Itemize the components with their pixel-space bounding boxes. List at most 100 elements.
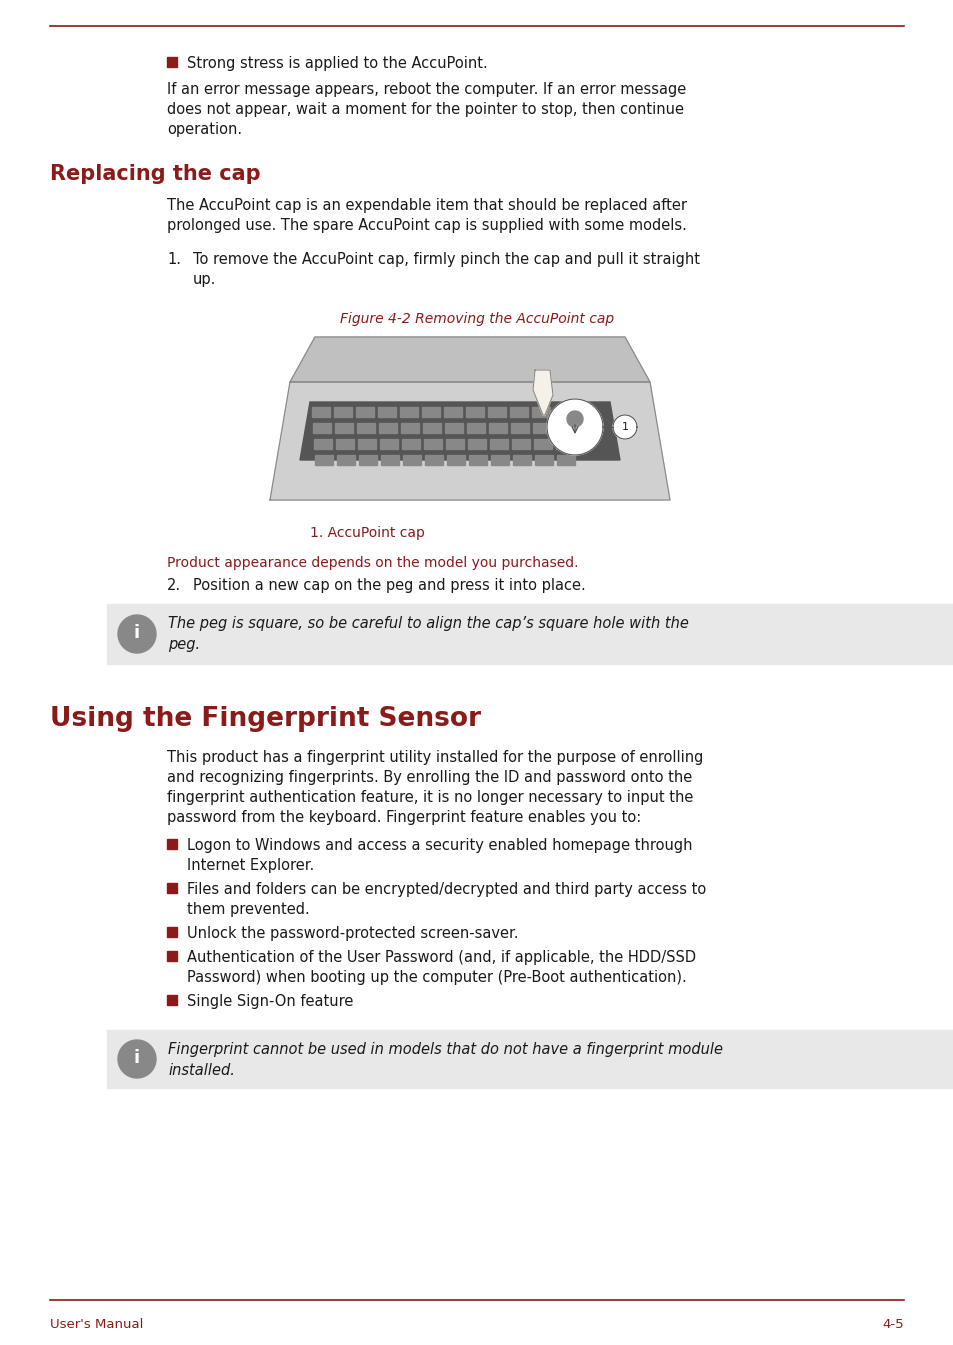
Bar: [532, 408, 550, 417]
Text: i: i: [133, 624, 140, 642]
Text: 1. AccuPoint cap: 1. AccuPoint cap: [310, 526, 424, 539]
Bar: [443, 408, 461, 417]
Text: The AccuPoint cap is an expendable item that should be replaced after: The AccuPoint cap is an expendable item …: [167, 198, 686, 213]
Polygon shape: [270, 382, 669, 500]
Bar: [399, 408, 417, 417]
Polygon shape: [118, 1040, 156, 1077]
Text: Replacing the cap: Replacing the cap: [50, 164, 260, 184]
Text: password from the keyboard. Fingerprint feature enables you to:: password from the keyboard. Fingerprint …: [167, 810, 640, 824]
Bar: [533, 422, 551, 433]
Bar: [107, 1030, 953, 1088]
Bar: [380, 455, 398, 465]
Text: This product has a fingerprint utility installed for the purpose of enrolling: This product has a fingerprint utility i…: [167, 751, 702, 765]
Text: i: i: [133, 1049, 140, 1067]
Bar: [313, 422, 331, 433]
Text: Password) when booting up the computer (Pre-Boot authentication).: Password) when booting up the computer (…: [187, 970, 686, 985]
Bar: [424, 455, 442, 465]
Bar: [467, 422, 484, 433]
Bar: [401, 438, 419, 449]
Polygon shape: [533, 370, 553, 416]
Text: fingerprint authentication feature, it is no longer necessary to input the: fingerprint authentication feature, it i…: [167, 790, 693, 806]
Text: peg.: peg.: [168, 638, 200, 652]
Polygon shape: [290, 338, 649, 382]
Text: up.: up.: [193, 272, 216, 286]
Text: Position a new cap on the peg and press it into place.: Position a new cap on the peg and press …: [193, 578, 585, 593]
Bar: [489, 422, 506, 433]
Bar: [490, 438, 507, 449]
Bar: [556, 438, 574, 449]
Text: Authentication of the User Password (and, if applicable, the HDD/SSD: Authentication of the User Password (and…: [187, 950, 696, 964]
Text: 2.: 2.: [167, 578, 181, 593]
Text: Logon to Windows and access a security enabled homepage through: Logon to Windows and access a security e…: [187, 838, 692, 853]
Text: them prevented.: them prevented.: [187, 902, 310, 917]
Text: Single Sign-On feature: Single Sign-On feature: [187, 994, 353, 1009]
Bar: [335, 438, 354, 449]
Bar: [377, 408, 395, 417]
Text: To remove the AccuPoint cap, firmly pinch the cap and pull it straight: To remove the AccuPoint cap, firmly pinc…: [193, 252, 700, 268]
Bar: [314, 438, 332, 449]
Bar: [423, 438, 441, 449]
Bar: [555, 422, 573, 433]
Polygon shape: [546, 399, 602, 455]
Text: If an error message appears, reboot the computer. If an error message: If an error message appears, reboot the …: [167, 82, 685, 97]
Bar: [167, 995, 177, 1005]
Text: Figure 4-2 Removing the AccuPoint cap: Figure 4-2 Removing the AccuPoint cap: [339, 312, 614, 325]
Polygon shape: [566, 412, 582, 426]
Text: prolonged use. The spare AccuPoint cap is supplied with some models.: prolonged use. The spare AccuPoint cap i…: [167, 218, 686, 233]
Polygon shape: [299, 402, 619, 460]
Bar: [379, 438, 397, 449]
Bar: [355, 408, 374, 417]
Bar: [491, 455, 509, 465]
Bar: [422, 422, 440, 433]
Bar: [554, 408, 572, 417]
Text: 1: 1: [620, 422, 628, 432]
Bar: [421, 408, 439, 417]
Bar: [378, 422, 396, 433]
Text: operation.: operation.: [167, 122, 242, 137]
Bar: [511, 422, 529, 433]
Bar: [357, 438, 375, 449]
Bar: [447, 455, 464, 465]
Bar: [312, 408, 330, 417]
Bar: [510, 408, 527, 417]
Bar: [167, 56, 177, 67]
Bar: [488, 408, 505, 417]
Text: and recognizing fingerprints. By enrolling the ID and password onto the: and recognizing fingerprints. By enrolli…: [167, 769, 692, 785]
Bar: [444, 422, 462, 433]
Text: installed.: installed.: [168, 1063, 234, 1077]
Bar: [335, 422, 353, 433]
Text: Using the Fingerprint Sensor: Using the Fingerprint Sensor: [50, 706, 480, 732]
Text: Unlock the password-protected screen-saver.: Unlock the password-protected screen-sav…: [187, 925, 518, 941]
Bar: [107, 604, 953, 664]
Bar: [356, 422, 375, 433]
Polygon shape: [118, 615, 156, 652]
Text: Strong stress is applied to the AccuPoint.: Strong stress is applied to the AccuPoin…: [187, 56, 487, 71]
Bar: [400, 422, 418, 433]
Text: Internet Explorer.: Internet Explorer.: [187, 858, 314, 873]
Bar: [167, 839, 177, 849]
Text: Fingerprint cannot be used in models that do not have a fingerprint module: Fingerprint cannot be used in models tha…: [168, 1042, 722, 1057]
Bar: [557, 455, 575, 465]
Bar: [512, 438, 530, 449]
Bar: [465, 408, 483, 417]
Bar: [446, 438, 463, 449]
Bar: [468, 438, 485, 449]
Bar: [358, 455, 376, 465]
Text: User's Manual: User's Manual: [50, 1318, 143, 1332]
Text: does not appear, wait a moment for the pointer to stop, then continue: does not appear, wait a moment for the p…: [167, 102, 683, 117]
Text: The peg is square, so be careful to align the cap’s square hole with the: The peg is square, so be careful to alig…: [168, 616, 688, 631]
Text: 4-5: 4-5: [882, 1318, 903, 1332]
Polygon shape: [613, 416, 637, 438]
Bar: [334, 408, 352, 417]
Bar: [469, 455, 486, 465]
Bar: [402, 455, 420, 465]
Bar: [167, 951, 177, 960]
Text: Files and folders can be encrypted/decrypted and third party access to: Files and folders can be encrypted/decry…: [187, 882, 705, 897]
Bar: [167, 927, 177, 937]
Bar: [513, 455, 531, 465]
Bar: [535, 455, 553, 465]
Text: Product appearance depends on the model you purchased.: Product appearance depends on the model …: [167, 555, 578, 570]
Text: 1.: 1.: [167, 252, 181, 268]
Bar: [534, 438, 552, 449]
Bar: [167, 884, 177, 893]
